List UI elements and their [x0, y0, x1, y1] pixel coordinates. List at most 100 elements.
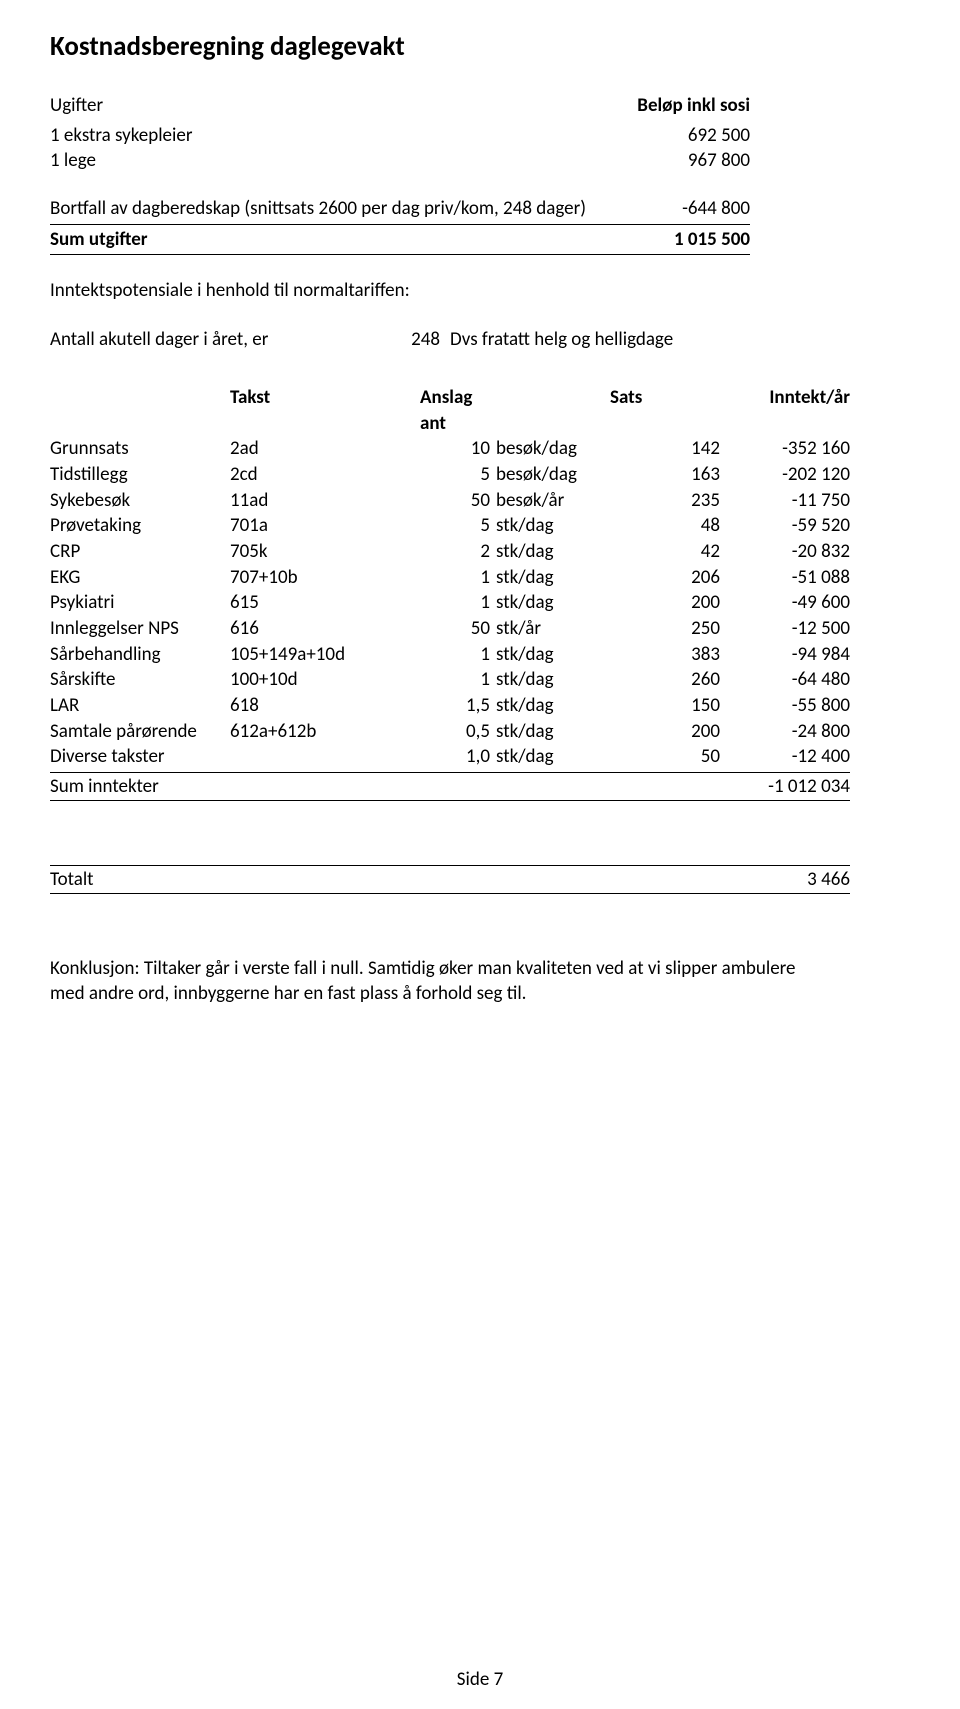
- cell-takst: 615: [230, 590, 420, 616]
- col-takst: Takst: [230, 385, 420, 436]
- cell-inntekt: -64 480: [720, 667, 850, 693]
- cell-ant: 50: [420, 616, 490, 642]
- cell-unit: stk/dag: [490, 744, 610, 770]
- cell-unit: stk/dag: [490, 565, 610, 591]
- table-row: EKG707+10b1stk/dag206-51 088: [50, 565, 950, 591]
- cell-sats: 235: [610, 488, 720, 514]
- cell-ant: 2: [420, 539, 490, 565]
- cell-ant: 1: [420, 642, 490, 668]
- cell-name: Prøvetaking: [50, 513, 230, 539]
- totalt-row: Totalt 3 466: [50, 868, 950, 891]
- cell-takst: 2ad: [230, 436, 420, 462]
- col-blank: [50, 385, 230, 436]
- cell-inntekt: -94 984: [720, 642, 850, 668]
- cell-name: Psykiatri: [50, 590, 230, 616]
- sum-inntekter-amount: -1 012 034: [610, 775, 850, 798]
- ugifter-row: 1 lege 967 800: [50, 148, 950, 174]
- ugifter-row-amount: 692 500: [590, 123, 750, 149]
- conclusion-line: med andre ord, innbyggerne har en fast p…: [50, 981, 950, 1007]
- amount-header: Beløp inkl sosi: [590, 93, 750, 123]
- cell-name: Innleggelser NPS: [50, 616, 230, 642]
- totalt-label: Totalt: [50, 868, 610, 891]
- antall-label: Antall akutell dager i året, er: [50, 328, 330, 351]
- cell-sats: 42: [610, 539, 720, 565]
- cell-name: Sykebesøk: [50, 488, 230, 514]
- table-row: Innleggelser NPS61650stk/år250-12 500: [50, 616, 950, 642]
- col-sats: Sats: [610, 385, 720, 436]
- cell-ant: 1,0: [420, 744, 490, 770]
- cell-sats: 150: [610, 693, 720, 719]
- cell-ant: 1: [420, 590, 490, 616]
- antall-note: Dvs fratatt helg og helligdage: [450, 328, 950, 351]
- cell-sats: 250: [610, 616, 720, 642]
- cell-sats: 200: [610, 590, 720, 616]
- cell-name: EKG: [50, 565, 230, 591]
- totalt-amount: 3 466: [610, 868, 850, 891]
- col-inntekt: Inntekt/år: [720, 385, 850, 436]
- cell-name: CRP: [50, 539, 230, 565]
- cell-inntekt: -12 400: [720, 744, 850, 770]
- table-row: Sårskifte100+10d1stk/dag260-64 480: [50, 667, 950, 693]
- cell-inntekt: -12 500: [720, 616, 850, 642]
- ugifter-row-label: 1 ekstra sykepleier: [50, 123, 590, 149]
- cell-unit: stk/dag: [490, 590, 610, 616]
- cell-ant: 1: [420, 565, 490, 591]
- cell-name: Sårbehandling: [50, 642, 230, 668]
- cell-unit: besøk/dag: [490, 436, 610, 462]
- cell-name: Tidstillegg: [50, 462, 230, 488]
- cell-unit: stk/dag: [490, 693, 610, 719]
- ugifter-row-amount: 967 800: [590, 148, 750, 174]
- cell-unit: stk/dag: [490, 667, 610, 693]
- table-row: Tidstillegg2cd5besøk/dag163-202 120: [50, 462, 950, 488]
- cell-ant: 50: [420, 488, 490, 514]
- conclusion: Konklusjon: Tiltaker går i verste fall i…: [50, 956, 950, 1007]
- page-title: Kostnadsberegning daglegevakt: [50, 30, 950, 63]
- cell-takst: 705k: [230, 539, 420, 565]
- ugifter-header-row: Ugifter Beløp inkl sosi: [50, 93, 950, 123]
- cell-sats: 163: [610, 462, 720, 488]
- cell-inntekt: -51 088: [720, 565, 850, 591]
- sum-utgifter-row: Sum utgifter 1 015 500: [50, 227, 950, 253]
- ugifter-row: 1 ekstra sykepleier 692 500: [50, 123, 950, 149]
- cell-inntekt: -59 520: [720, 513, 850, 539]
- table-row: Psykiatri6151stk/dag200-49 600: [50, 590, 950, 616]
- col-blank: [490, 385, 610, 436]
- cell-takst: 2cd: [230, 462, 420, 488]
- cell-unit: stk/dag: [490, 539, 610, 565]
- cell-inntekt: -202 120: [720, 462, 850, 488]
- table-row: Sårbehandling105+149a+10d1stk/dag383-94 …: [50, 642, 950, 668]
- cell-takst: 701a: [230, 513, 420, 539]
- rule: [50, 800, 850, 801]
- cell-takst: 618: [230, 693, 420, 719]
- cell-sats: 260: [610, 667, 720, 693]
- cell-takst: 105+149a+10d: [230, 642, 420, 668]
- cell-inntekt: -55 800: [720, 693, 850, 719]
- rule: [50, 254, 750, 255]
- sum-utgifter-amount: 1 015 500: [590, 227, 750, 253]
- cell-takst: 11ad: [230, 488, 420, 514]
- table-header-row: Takst Anslag ant Sats Inntekt/år: [50, 385, 950, 436]
- cell-name: LAR: [50, 693, 230, 719]
- cell-inntekt: -20 832: [720, 539, 850, 565]
- cell-sats: 200: [610, 719, 720, 745]
- cell-takst: [230, 744, 420, 770]
- col-anslag: Anslag ant: [420, 385, 490, 436]
- cell-name: Sårskifte: [50, 667, 230, 693]
- table-row: Prøvetaking701a5stk/dag48-59 520: [50, 513, 950, 539]
- ugifter-heading: Ugifter: [50, 93, 590, 119]
- page-footer: Side 7: [0, 1668, 960, 1691]
- inntekt-heading: Inntektspotensiale i henhold til normalt…: [50, 279, 950, 302]
- antall-row: Antall akutell dager i året, er 248 Dvs …: [50, 328, 950, 351]
- ugifter-row-label: 1 lege: [50, 148, 590, 174]
- rule: [50, 865, 850, 866]
- cell-unit: besøk/år: [490, 488, 610, 514]
- cell-unit: stk/dag: [490, 719, 610, 745]
- table-row: CRP705k2stk/dag42-20 832: [50, 539, 950, 565]
- rule: [50, 224, 750, 225]
- cell-inntekt: -24 800: [720, 719, 850, 745]
- bortfall-row: Bortfall av dagberedskap (snittsats 2600…: [50, 196, 950, 222]
- cell-unit: besøk/dag: [490, 462, 610, 488]
- rule: [50, 772, 850, 773]
- cell-ant: 1,5: [420, 693, 490, 719]
- cell-ant: 5: [420, 462, 490, 488]
